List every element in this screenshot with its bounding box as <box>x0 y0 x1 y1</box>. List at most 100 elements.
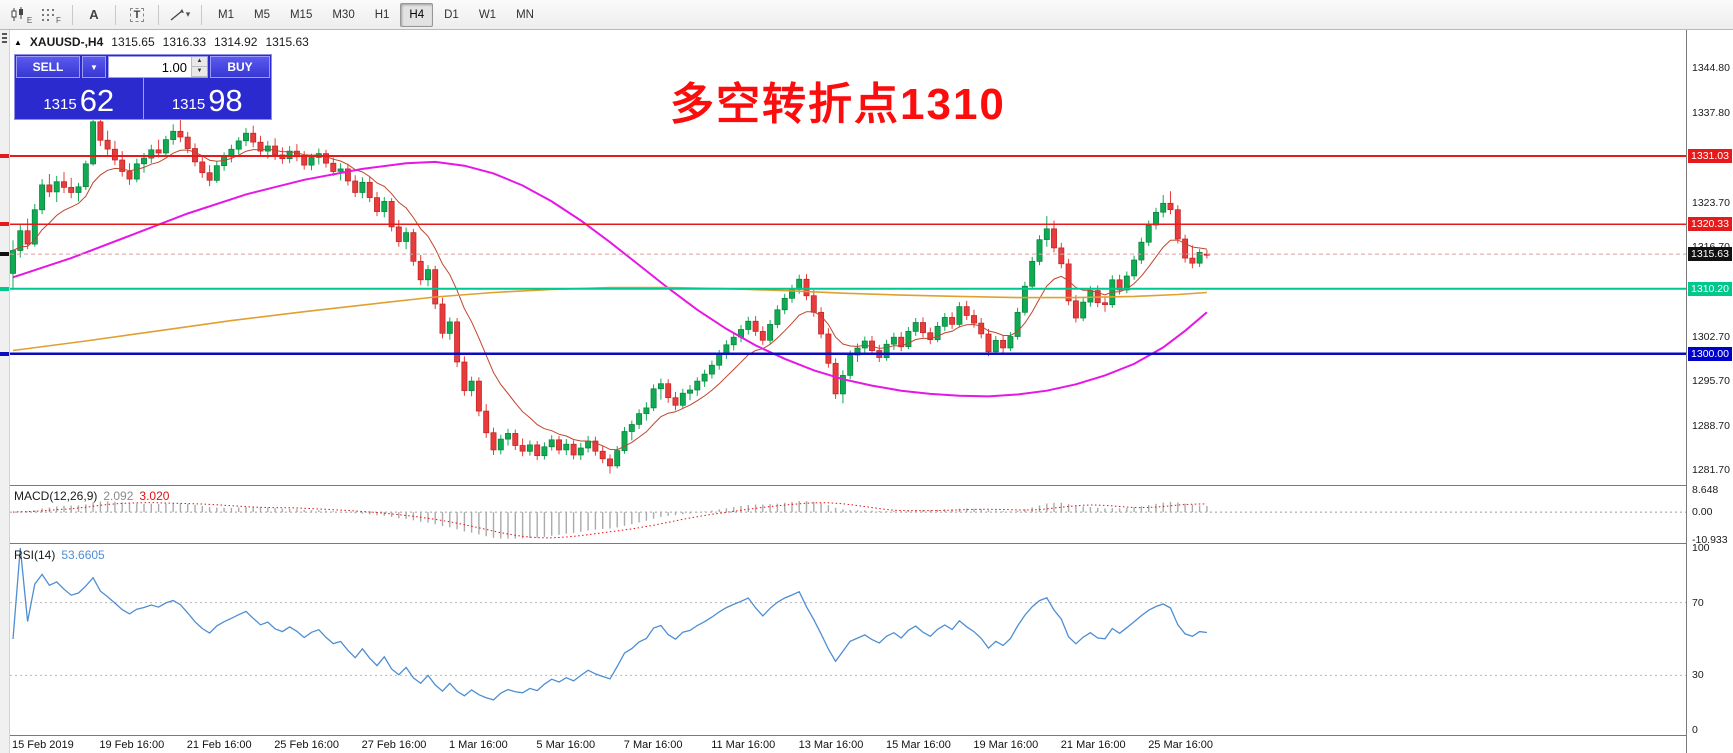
axis-label: 1295.70 <box>1692 375 1730 388</box>
time-axis-label: 7 Mar 16:00 <box>623 739 683 751</box>
time-axis-label: 11 Mar 16:00 <box>711 739 776 751</box>
rsi-label: RSI(14) 53.6605 <box>14 548 105 562</box>
macd-signal-value: 3.020 <box>139 489 170 503</box>
timeframe-button-mn[interactable]: MN <box>516 8 534 21</box>
hline-left-marker <box>0 351 9 356</box>
chevron-down-icon: ▾ <box>185 9 191 19</box>
icon-sub-glyph: F <box>56 15 61 25</box>
rsi-value: 53.6605 <box>61 548 105 562</box>
rsi-canvas <box>10 547 1686 701</box>
text-box-icon[interactable]: T <box>124 2 150 28</box>
price-chart-panel[interactable]: ▲ XAUUSD-,H4 1315.65 1316.33 1314.92 131… <box>10 30 1686 485</box>
symbol-marker-icon: ▲ <box>14 37 22 47</box>
order-type-dropdown[interactable]: ▼ <box>82 56 106 78</box>
macd-main-value: 2.092 <box>103 489 134 503</box>
sell-price-big-digits: 62 <box>79 83 115 118</box>
time-axis-label: 1 Mar 16:00 <box>449 739 508 751</box>
symbol-name: XAUUSD-,H4 <box>29 35 104 49</box>
hline-left-marker <box>0 286 9 291</box>
left-edge-strip <box>0 30 10 753</box>
buy-price-base: 1315 <box>171 96 206 113</box>
timeframe-button-m1[interactable]: M1 <box>218 8 234 21</box>
price-badge: 1320.33 <box>1688 217 1732 232</box>
icon-sub-glyph: E <box>26 15 33 25</box>
timeframe-button-h4[interactable]: H4 <box>400 2 434 27</box>
timeframe-button-m5[interactable]: M5 <box>253 8 270 21</box>
time-axis-label: 5 Mar 16:00 <box>536 739 596 751</box>
candlestick-chart-icon[interactable]: E <box>8 2 34 28</box>
volume-stepper[interactable]: ▲ ▼ <box>191 57 207 77</box>
top-toolbar: E F A T ▾ <box>0 0 1733 30</box>
spinner-down-icon[interactable]: ▼ <box>192 67 207 77</box>
line-studies-icon[interactable]: ▾ <box>167 2 193 28</box>
timeframe-button-w1[interactable]: W1 <box>478 8 497 21</box>
buy-button[interactable]: BUY <box>210 56 270 78</box>
ohlc-open: 1315.65 <box>111 35 155 49</box>
axis-label: 0 <box>1692 724 1698 736</box>
one-click-trading-panel: SELL ▼ 1.00 ▲ ▼ BUY 1315 62 <box>14 54 272 120</box>
price-badge: 1300.00 <box>1688 346 1732 361</box>
axis-label: 1323.70 <box>1692 196 1730 209</box>
sell-price-base: 1315 <box>43 96 77 113</box>
time-axis-label: 15 Feb 2019 <box>12 739 74 751</box>
time-axis-label: 15 Mar 16:00 <box>886 739 951 751</box>
axis-label: 0.00 <box>1692 506 1713 519</box>
chart-title: ▲ XAUUSD-,H4 1315.65 1316.33 1314.92 131… <box>14 35 309 49</box>
timeframe-button-m30[interactable]: M30 <box>332 8 355 21</box>
text-label-icon[interactable]: A <box>89 7 99 22</box>
time-axis-label: 19 Feb 16:00 <box>99 739 165 751</box>
axis-label: 1281.70 <box>1692 464 1730 477</box>
timeframe-button-m15[interactable]: M15 <box>289 8 313 21</box>
time-axis-label: 21 Feb 16:00 <box>186 739 252 751</box>
sell-button[interactable]: SELL <box>16 56 80 78</box>
indicator-grid-icon[interactable]: F <box>38 2 64 28</box>
volume-value[interactable]: 1.00 <box>161 59 187 75</box>
toolbar-separator <box>72 4 73 25</box>
volume-input[interactable]: 1.00 ▲ ▼ <box>108 56 208 78</box>
timeframe-toolbar: M1 M5 M15 M30 H1 H4 D1 W1 MN <box>208 2 544 27</box>
axis-label: 1288.70 <box>1692 419 1730 432</box>
toolbar-separator <box>115 4 116 25</box>
left-strip-marks <box>2 33 7 43</box>
buy-price-big-digits: 98 <box>208 83 243 118</box>
time-axis-label: 25 Feb 16:00 <box>274 739 340 751</box>
chevron-down-icon: ▼ <box>90 62 98 72</box>
axis-label: -10.933 <box>1692 534 1728 546</box>
time-axis-label: 27 Feb 16:00 <box>361 739 427 751</box>
axis-label: 1337.80 <box>1692 106 1730 119</box>
axis-label: 1302.70 <box>1692 330 1730 343</box>
time-axis-label: 21 Mar 16:00 <box>1060 739 1126 751</box>
timeframe-button-h1[interactable]: H1 <box>374 8 390 21</box>
toolbar-separator <box>158 4 159 25</box>
buy-price-display[interactable]: 1315 98 <box>144 78 272 119</box>
price-badge: 1315.63 <box>1688 247 1732 262</box>
ohlc-close: 1315.63 <box>265 35 309 49</box>
hline-left-marker <box>0 153 9 158</box>
price-badge: 1310.20 <box>1688 281 1732 296</box>
time-axis[interactable]: 15 Feb 2019 19 Feb 16:00 21 Feb 16:00 25 Fe… <box>10 735 1686 753</box>
time-axis-label: 25 Mar 16:00 <box>1148 739 1214 751</box>
spinner-up-icon[interactable]: ▲ <box>192 57 207 67</box>
macd-canvas <box>10 501 1686 539</box>
time-axis-label: 13 Mar 16:00 <box>798 739 864 751</box>
ohlc-high: 1316.33 <box>162 35 207 49</box>
timeframe-button-d1[interactable]: D1 <box>444 8 459 21</box>
ohlc-low: 1314.92 <box>214 35 258 49</box>
axis-label: 1344.80 <box>1692 62 1730 75</box>
price-badge: 1331.03 <box>1688 148 1732 163</box>
sell-price-display[interactable]: 1315 62 <box>15 78 143 119</box>
toolbar-separator <box>201 4 202 25</box>
price-chart-canvas[interactable] <box>10 30 1686 485</box>
hline-left-marker <box>0 222 9 227</box>
axis-label: 100 <box>1692 542 1710 554</box>
price-divider <box>142 78 144 119</box>
time-axis-label: 19 Mar 16:00 <box>973 739 1039 751</box>
price-axis[interactable]: 1344.801337.801323.701316.701302.701295.… <box>1686 30 1733 753</box>
chart-annotation: 多空转折点1310 <box>670 80 1006 129</box>
axis-label: 30 <box>1692 669 1704 682</box>
hline-left-marker <box>0 252 9 257</box>
rsi-panel[interactable] <box>10 543 1686 735</box>
macd-panel[interactable] <box>10 485 1686 543</box>
axis-label: 70 <box>1692 596 1704 609</box>
